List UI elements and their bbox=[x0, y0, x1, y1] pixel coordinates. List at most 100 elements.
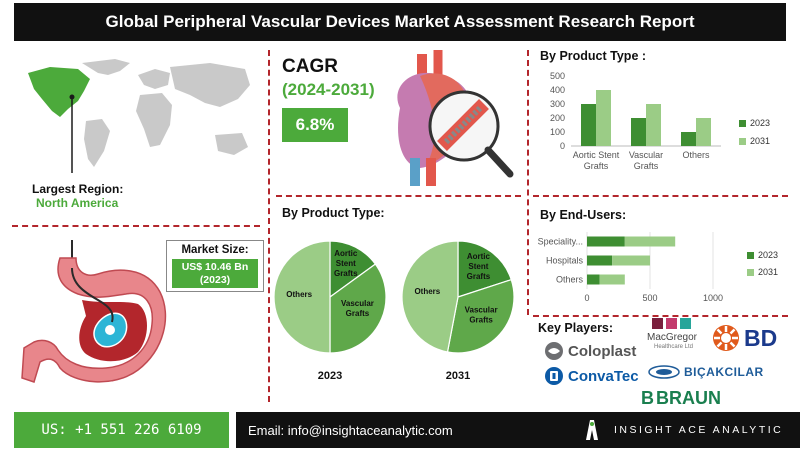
row-divider-left bbox=[12, 225, 260, 227]
hbar-bar-2031-1 bbox=[612, 255, 650, 266]
footer-brand: INSIGHT ACE ANALYTIC bbox=[614, 424, 784, 436]
vein-right bbox=[426, 158, 436, 186]
macgregor-square-2 bbox=[666, 318, 677, 329]
heart-illustration bbox=[397, 50, 514, 186]
macgregor-logo: MacGregor bbox=[647, 332, 698, 343]
insightace-logo-icon bbox=[586, 420, 598, 440]
hbar-category-1: Hospitals bbox=[546, 256, 584, 266]
ybar-tick-200: 200 bbox=[550, 113, 565, 123]
pie-2023-slice-aortic-stent-grafts bbox=[329, 240, 377, 299]
pie-2031-label-vascular-grafts: Vascular Grafts bbox=[465, 305, 498, 324]
ybar-bar-2031-1 bbox=[646, 104, 661, 146]
report-title-bar: Global Peripheral Vascular Devices Marke… bbox=[14, 3, 786, 41]
product-pie-title: By Product Type: bbox=[282, 206, 385, 220]
hbar-bar-2023-1 bbox=[587, 255, 613, 266]
market-size-label: Market Size: bbox=[181, 244, 249, 256]
magnifier-handle bbox=[484, 146, 514, 178]
hbar-tick-0: 0 bbox=[584, 293, 589, 303]
hbar-bar-2023-2 bbox=[587, 274, 600, 285]
largest-region-label: Largest Region: bbox=[32, 182, 124, 196]
ybar-legend-swatch-2031 bbox=[739, 138, 746, 145]
bd-sun-icon bbox=[713, 325, 739, 351]
footer-phone: US: +1 551 226 6109 bbox=[41, 422, 202, 438]
footer-phone-box: US: +1 551 226 6109 bbox=[14, 412, 229, 448]
macgregor-square-1 bbox=[652, 318, 663, 329]
hbar-bar-2023-0 bbox=[587, 236, 625, 247]
footer-email-box: Email: info@insightaceanalytic.com bbox=[236, 412, 566, 448]
macgregor-logo-mark bbox=[652, 318, 691, 329]
pie-year-label-2023: 2023 bbox=[318, 370, 342, 382]
hbar-legend-label-2023: 2023 bbox=[758, 250, 778, 260]
coloplast-icon bbox=[545, 342, 563, 360]
bicakcilar-logo-group: BIÇAKCILAR bbox=[648, 365, 764, 379]
ybar-bar-2031-0 bbox=[596, 90, 611, 146]
macgregor-sublabel: Healthcare Ltd bbox=[654, 344, 694, 350]
pie-2031-label-others: Others bbox=[414, 287, 440, 296]
cagr-value: 6.8% bbox=[295, 115, 335, 134]
cagr-period: (2024-2031) bbox=[282, 80, 375, 99]
pie-2031-slice-others bbox=[401, 240, 459, 353]
pie-2023-slice-others bbox=[273, 240, 331, 354]
ybar-bar-2023-1 bbox=[631, 118, 646, 146]
north-america-shape bbox=[28, 67, 90, 117]
world-map bbox=[28, 59, 250, 173]
ybar-tick-0: 0 bbox=[560, 141, 565, 151]
ybar-tick-400: 400 bbox=[550, 85, 565, 95]
market-size-year: (2023) bbox=[199, 273, 231, 286]
greenland-shape bbox=[82, 59, 130, 75]
australia-shape bbox=[215, 133, 248, 155]
column-divider-left bbox=[268, 50, 270, 402]
europe-shape bbox=[138, 69, 170, 89]
market-size-card bbox=[166, 240, 264, 292]
cagr-value-box: 6.8% bbox=[282, 108, 348, 142]
bd-logo-group: BD bbox=[712, 324, 777, 352]
pie-2031-slice-vascular-grafts bbox=[446, 278, 515, 354]
column-divider-right bbox=[527, 50, 529, 315]
ybar-category-1: Vascular Grafts bbox=[629, 150, 663, 171]
bbraun-logo: BRAUN bbox=[656, 388, 721, 408]
largest-region-value: North America bbox=[36, 196, 119, 210]
coloplast-logo: Coloplast bbox=[568, 342, 637, 360]
hbar-legend-swatch-2023 bbox=[747, 252, 754, 259]
ybar-tick-300: 300 bbox=[550, 99, 565, 109]
hbar-tick-1000: 1000 bbox=[703, 293, 723, 303]
market-size-value-box: US$ 10.46 Bn (2023) bbox=[172, 259, 258, 288]
hbar-legend-swatch-2031 bbox=[747, 269, 754, 276]
hbar-tick-500: 500 bbox=[642, 293, 657, 303]
ybar-legend-swatch-2023 bbox=[739, 120, 746, 127]
convatec-icon bbox=[545, 367, 563, 385]
product-pie-charts: Aortic Stent Grafts Vascular Grafts Others 202… bbox=[273, 240, 515, 382]
cagr-label: CAGR bbox=[282, 56, 338, 77]
footer-email: Email: info@insightaceanalytic.com bbox=[248, 422, 453, 438]
bicakcilar-logo: BIÇAKCILAR bbox=[684, 365, 764, 379]
ybar-category-0: Aortic Stent Grafts bbox=[573, 150, 620, 171]
bbraun-b-mark: B bbox=[641, 388, 654, 408]
south-america-shape bbox=[84, 119, 110, 167]
vessel-magnified bbox=[437, 99, 489, 151]
pie-2023-label-vascular-grafts: Vascular Grafts bbox=[341, 299, 374, 318]
ybar-bar-2031-2 bbox=[696, 118, 711, 146]
bd-logo: BD bbox=[744, 324, 778, 351]
product-bar-title: By Product Type : bbox=[540, 49, 647, 63]
ybar-tick-100: 100 bbox=[550, 127, 565, 137]
hbar-category-0: Speciality... bbox=[538, 237, 583, 247]
stomach-outline bbox=[21, 257, 167, 383]
africa-shape bbox=[136, 93, 172, 147]
macgregor-square-3 bbox=[680, 318, 691, 329]
ybar-legend-label-2031: 2031 bbox=[750, 136, 770, 146]
pie-year-label-2031: 2031 bbox=[446, 370, 470, 382]
end-users-title: By End-Users: bbox=[540, 208, 627, 222]
device-core bbox=[105, 325, 115, 335]
product-bar-chart: 0 100 200 300 400 500 Aortic Stent Grafts Vascul… bbox=[550, 71, 770, 171]
hbar-legend-label-2031: 2031 bbox=[758, 267, 778, 277]
coloplast-logo-group: Coloplast bbox=[544, 341, 636, 361]
stomach-illustration bbox=[21, 240, 167, 383]
convatec-logo-group: ConvaTec bbox=[544, 366, 639, 386]
pie-2023-label-others: Others bbox=[286, 290, 312, 299]
bbraun-logo-group: B BRAUN bbox=[641, 388, 721, 409]
row-divider-middle bbox=[276, 195, 521, 197]
hbar-category-2: Others bbox=[556, 275, 584, 285]
vein-left bbox=[410, 158, 420, 186]
ybar-bar-2023-0 bbox=[581, 104, 596, 146]
hbar-bar-2031-2 bbox=[599, 274, 625, 285]
